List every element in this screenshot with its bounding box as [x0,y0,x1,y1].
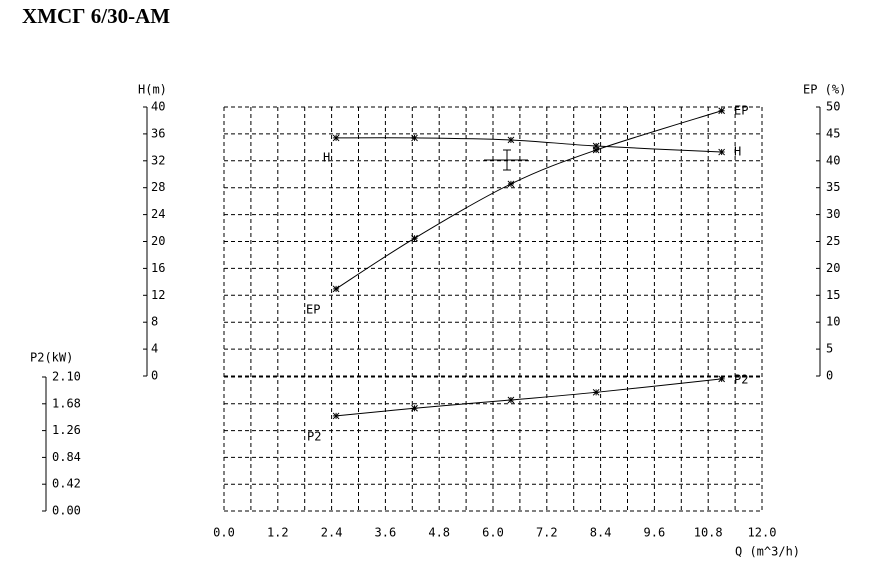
curve [336,137,722,153]
x-tick-label: 0.0 [213,526,235,540]
point-marker [718,107,726,115]
y3-tick-label: 0.42 [52,477,81,491]
curve-label: P2 [734,373,748,387]
x-tick-label: 3.6 [375,526,397,540]
point-marker [592,142,600,150]
y3-axis-title: P2(kW) [30,351,73,365]
y3-tick-label: 0.00 [52,504,81,518]
x-axis-title: Q (m^3/h) [735,545,800,559]
y2-tick-label: 40 [826,153,840,167]
point-marker [507,180,515,188]
y2-tick-label: 20 [826,261,840,275]
y-tick-label: 28 [151,180,165,194]
y-tick-label: 20 [151,234,165,248]
y2-tick-label: 5 [826,342,833,356]
x-tick-label: 6.0 [482,526,504,540]
y-axis-title: H(m) [138,83,167,97]
point-marker [718,375,726,383]
cursor-marker [484,149,528,171]
y3-tick-label: 0.84 [52,450,81,464]
point-marker [411,134,418,142]
curve-label: EP [306,303,320,317]
y3-tick-label: 2.10 [52,370,81,384]
curve [336,378,722,417]
y-tick-label: 24 [151,207,165,221]
y-tick-label: 0 [151,369,158,383]
y2-tick-label: 0 [826,369,833,383]
point-marker [332,412,340,420]
y2-tick-label: 15 [826,288,840,302]
curve-label: H [323,151,330,165]
point-marker [332,134,340,142]
x-tick-label: 4.8 [428,526,450,540]
curve-label: H [734,145,741,159]
y-tick-label: 40 [151,100,165,114]
x-tick-label: 10.8 [694,526,723,540]
y-tick-label: 4 [151,342,158,356]
x-tick-label: 9.6 [644,526,666,540]
chart-title: ХМСГ 6/30-АМ [22,4,170,28]
y-tick-label: 16 [151,261,165,275]
y2-tick-label: 45 [826,126,840,140]
y2-tick-label: 10 [826,315,840,329]
point-marker [507,136,515,144]
point-marker [411,234,418,242]
x-tick-label: 8.4 [590,526,612,540]
y2-tick-label: 35 [826,180,840,194]
y-tick-label: 36 [151,126,165,140]
point-marker [507,396,515,404]
x-tick-label: 2.4 [321,526,343,540]
point-marker [411,404,418,412]
y2-axis-title: EP (%) [803,83,846,97]
x-tick-label: 7.2 [536,526,558,540]
y-tick-label: 12 [151,288,165,302]
y3-tick-label: 1.26 [52,423,81,437]
y2-tick-label: 25 [826,234,840,248]
y-tick-label: 8 [151,315,158,329]
y2-tick-label: 50 [826,100,840,114]
y3-tick-label: 1.68 [52,396,81,410]
y2-tick-label: 30 [826,207,840,221]
x-tick-label: 1.2 [267,526,289,540]
point-marker [332,285,340,293]
x-tick-label: 12.0 [748,526,777,540]
point-marker [592,388,600,396]
y-tick-label: 32 [151,153,165,167]
point-marker [592,146,600,154]
point-marker [718,148,726,156]
curve-label: EP [734,104,748,118]
curve-label: P2 [307,430,321,444]
